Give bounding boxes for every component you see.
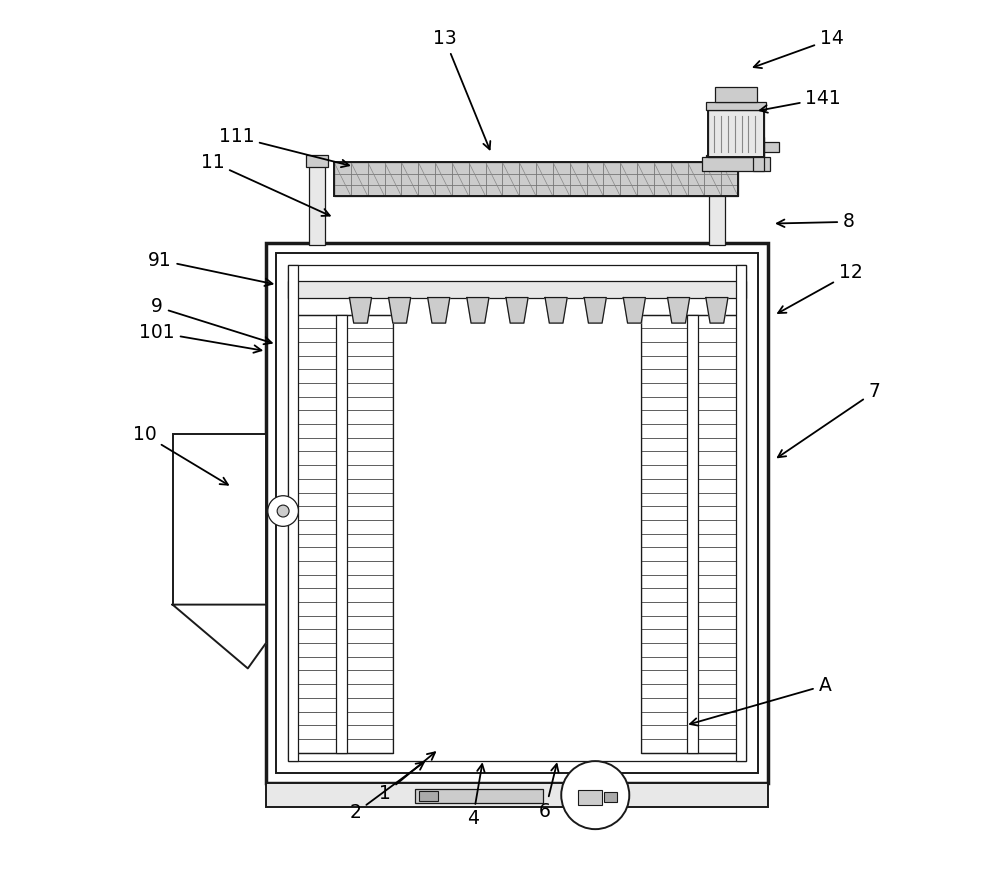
Text: 8: 8 <box>777 213 855 231</box>
Text: 13: 13 <box>433 29 490 150</box>
Bar <box>173 434 266 604</box>
Bar <box>309 162 325 245</box>
Bar <box>288 281 746 298</box>
Bar <box>393 315 641 752</box>
Bar <box>291 315 393 752</box>
Bar <box>641 315 743 752</box>
Bar <box>706 155 728 167</box>
Polygon shape <box>173 604 266 668</box>
Polygon shape <box>389 298 411 323</box>
Text: 111: 111 <box>219 128 349 167</box>
Text: 141: 141 <box>760 89 841 113</box>
Bar <box>764 142 779 152</box>
Bar <box>702 157 770 171</box>
Polygon shape <box>545 298 567 323</box>
Polygon shape <box>428 298 450 323</box>
Text: 101: 101 <box>139 323 261 353</box>
Polygon shape <box>467 298 489 323</box>
Text: 12: 12 <box>778 263 862 313</box>
Polygon shape <box>506 298 528 323</box>
Text: 11: 11 <box>201 152 330 216</box>
Text: A: A <box>690 676 831 726</box>
Bar <box>708 111 764 157</box>
Bar <box>336 315 347 752</box>
Text: 7: 7 <box>778 383 880 457</box>
Text: 9: 9 <box>151 298 272 345</box>
Text: 91: 91 <box>148 251 272 286</box>
Bar <box>334 162 738 197</box>
Bar <box>715 87 757 102</box>
Bar <box>604 792 617 802</box>
Text: 2: 2 <box>349 762 424 822</box>
Bar <box>266 783 768 807</box>
Bar <box>306 155 328 167</box>
Bar <box>578 790 602 805</box>
Bar <box>709 162 725 245</box>
Polygon shape <box>623 298 645 323</box>
Bar <box>736 265 746 761</box>
Bar <box>288 265 298 761</box>
Text: 4: 4 <box>467 764 485 828</box>
Circle shape <box>561 761 629 829</box>
Bar <box>288 265 746 761</box>
Bar <box>419 791 438 801</box>
Bar <box>641 315 743 752</box>
Bar <box>753 136 764 171</box>
Circle shape <box>277 505 289 517</box>
Polygon shape <box>584 298 606 323</box>
Text: 14: 14 <box>754 29 844 68</box>
Bar <box>276 253 758 773</box>
Bar <box>266 243 768 783</box>
Bar <box>729 159 743 164</box>
Circle shape <box>268 496 298 526</box>
Polygon shape <box>706 298 728 323</box>
Bar <box>334 162 738 197</box>
Bar <box>687 315 698 752</box>
Polygon shape <box>349 298 372 323</box>
Bar <box>706 102 766 111</box>
Bar <box>415 789 543 803</box>
Text: 6: 6 <box>539 764 559 820</box>
Text: 1: 1 <box>379 752 435 803</box>
Bar <box>291 315 393 752</box>
Polygon shape <box>668 298 690 323</box>
Text: 10: 10 <box>133 425 228 485</box>
Bar <box>708 111 764 157</box>
